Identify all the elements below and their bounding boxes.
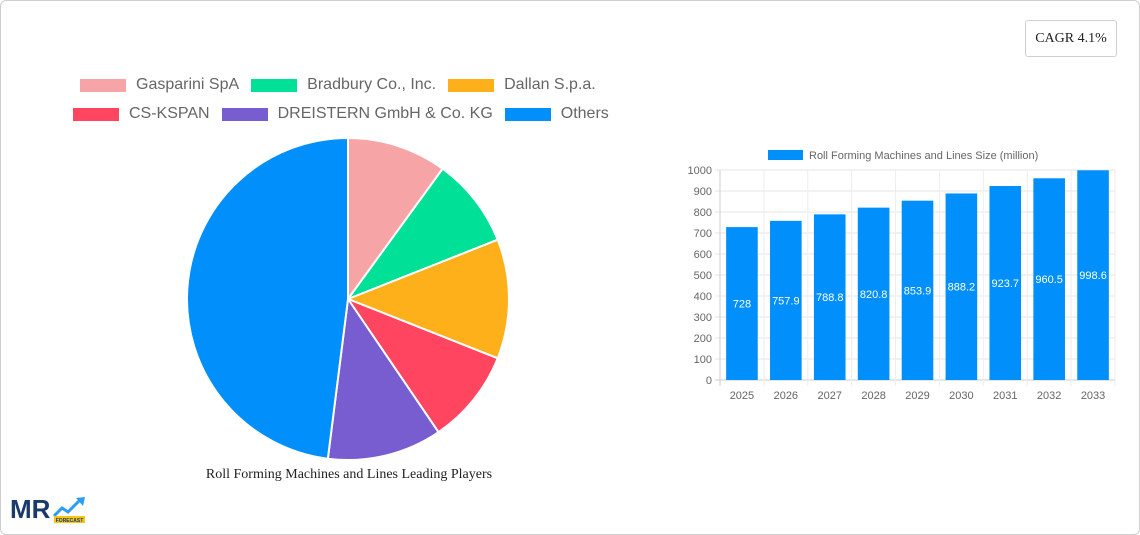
svg-text:300: 300	[694, 312, 712, 324]
legend-swatch	[80, 78, 126, 92]
bar[interactable]	[857, 207, 890, 380]
pie-legend-row-1: Gasparini SpA Bradbury Co., Inc. Dallan S.…	[80, 76, 608, 94]
svg-text:2031: 2031	[993, 390, 1017, 402]
svg-text:2026: 2026	[774, 390, 798, 402]
svg-text:2025: 2025	[730, 390, 754, 402]
svg-text:500: 500	[694, 270, 712, 282]
bar[interactable]	[989, 186, 1022, 380]
svg-text:2032: 2032	[1037, 390, 1061, 402]
pie-legend-row-2: CS-KSPAN DREISTERN GmbH & Co. KG Others	[73, 105, 621, 123]
svg-text:700: 700	[694, 228, 712, 240]
svg-text:MR: MR	[10, 494, 51, 524]
svg-text:960.5: 960.5	[1035, 274, 1063, 286]
svg-text:728: 728	[733, 299, 751, 311]
bar[interactable]	[770, 220, 802, 380]
legend-swatch	[251, 78, 298, 92]
svg-text:888.2: 888.2	[948, 282, 976, 294]
svg-text:1000: 1000	[688, 165, 712, 177]
svg-text:0: 0	[706, 375, 712, 387]
svg-text:2033: 2033	[1081, 390, 1105, 402]
legend-item[interactable]: Dallan S.p.a.	[448, 76, 596, 94]
legend-label: DREISTERN GmbH & Co. KG	[277, 105, 493, 122]
svg-text:2030: 2030	[949, 390, 973, 402]
svg-text:FORECAST: FORECAST	[56, 518, 84, 524]
svg-text:Roll Forming Machines and Line: Roll Forming Machines and Lines Size (mi…	[809, 150, 1038, 162]
bar[interactable]	[813, 214, 846, 380]
bar[interactable]	[1033, 178, 1065, 380]
bar[interactable]	[1077, 170, 1109, 380]
bar[interactable]	[726, 227, 758, 380]
legend-swatch	[448, 78, 495, 92]
pie-slice[interactable]	[345, 296, 499, 434]
cagr-badge: CAGR 4.1%	[1025, 20, 1117, 57]
svg-text:900: 900	[694, 186, 712, 198]
pie-slice[interactable]	[186, 136, 349, 460]
svg-text:923.7: 923.7	[992, 278, 1020, 290]
svg-text:853.9: 853.9	[904, 285, 932, 297]
legend-item[interactable]: DREISTERN GmbH & Co. KG	[221, 105, 493, 123]
pie-slice[interactable]	[326, 296, 440, 461]
bar[interactable]	[945, 193, 978, 380]
svg-text:757.9: 757.9	[772, 295, 800, 307]
svg-text:2029: 2029	[905, 390, 929, 402]
pie-chart-title: Roll Forming Machines and Lines Leading …	[205, 467, 493, 482]
legend-label: Gasparini SpA	[136, 76, 240, 93]
svg-text:998.6: 998.6	[1079, 270, 1107, 282]
legend-item[interactable]: Others	[504, 105, 609, 123]
pie-slice[interactable]	[347, 136, 445, 303]
svg-text:2028: 2028	[861, 390, 885, 402]
svg-text:400: 400	[694, 291, 712, 303]
legend-swatch	[504, 107, 551, 121]
legend-swatch	[73, 107, 119, 121]
svg-text:800: 800	[694, 207, 712, 219]
bar[interactable]	[901, 200, 934, 380]
legend-swatch	[221, 107, 268, 121]
legend-item[interactable]: CS-KSPAN	[73, 105, 210, 123]
legend-label: Dallan S.p.a.	[504, 76, 596, 93]
svg-text:2027: 2027	[817, 390, 841, 402]
pie-slice[interactable]	[345, 167, 499, 302]
legend-label: CS-KSPAN	[129, 105, 210, 122]
legend-item[interactable]: Gasparini SpA	[80, 76, 239, 94]
bar-chart: Roll Forming Machines and Lines Size (mi…	[680, 140, 1120, 415]
svg-text:820.8: 820.8	[860, 289, 888, 301]
svg-text:788.8: 788.8	[816, 292, 844, 304]
legend-label: Bradbury Co., Inc.	[307, 76, 437, 93]
svg-text:100: 100	[694, 354, 712, 366]
legend-label: Others	[560, 105, 609, 122]
mr-forecast-logo: MR FORECAST	[10, 494, 88, 529]
svg-text:200: 200	[694, 333, 712, 345]
svg-text:600: 600	[694, 249, 712, 261]
pie-chart	[186, 136, 510, 466]
legend-item[interactable]: Bradbury Co., Inc.	[251, 76, 436, 94]
pie-slice[interactable]	[345, 238, 510, 360]
